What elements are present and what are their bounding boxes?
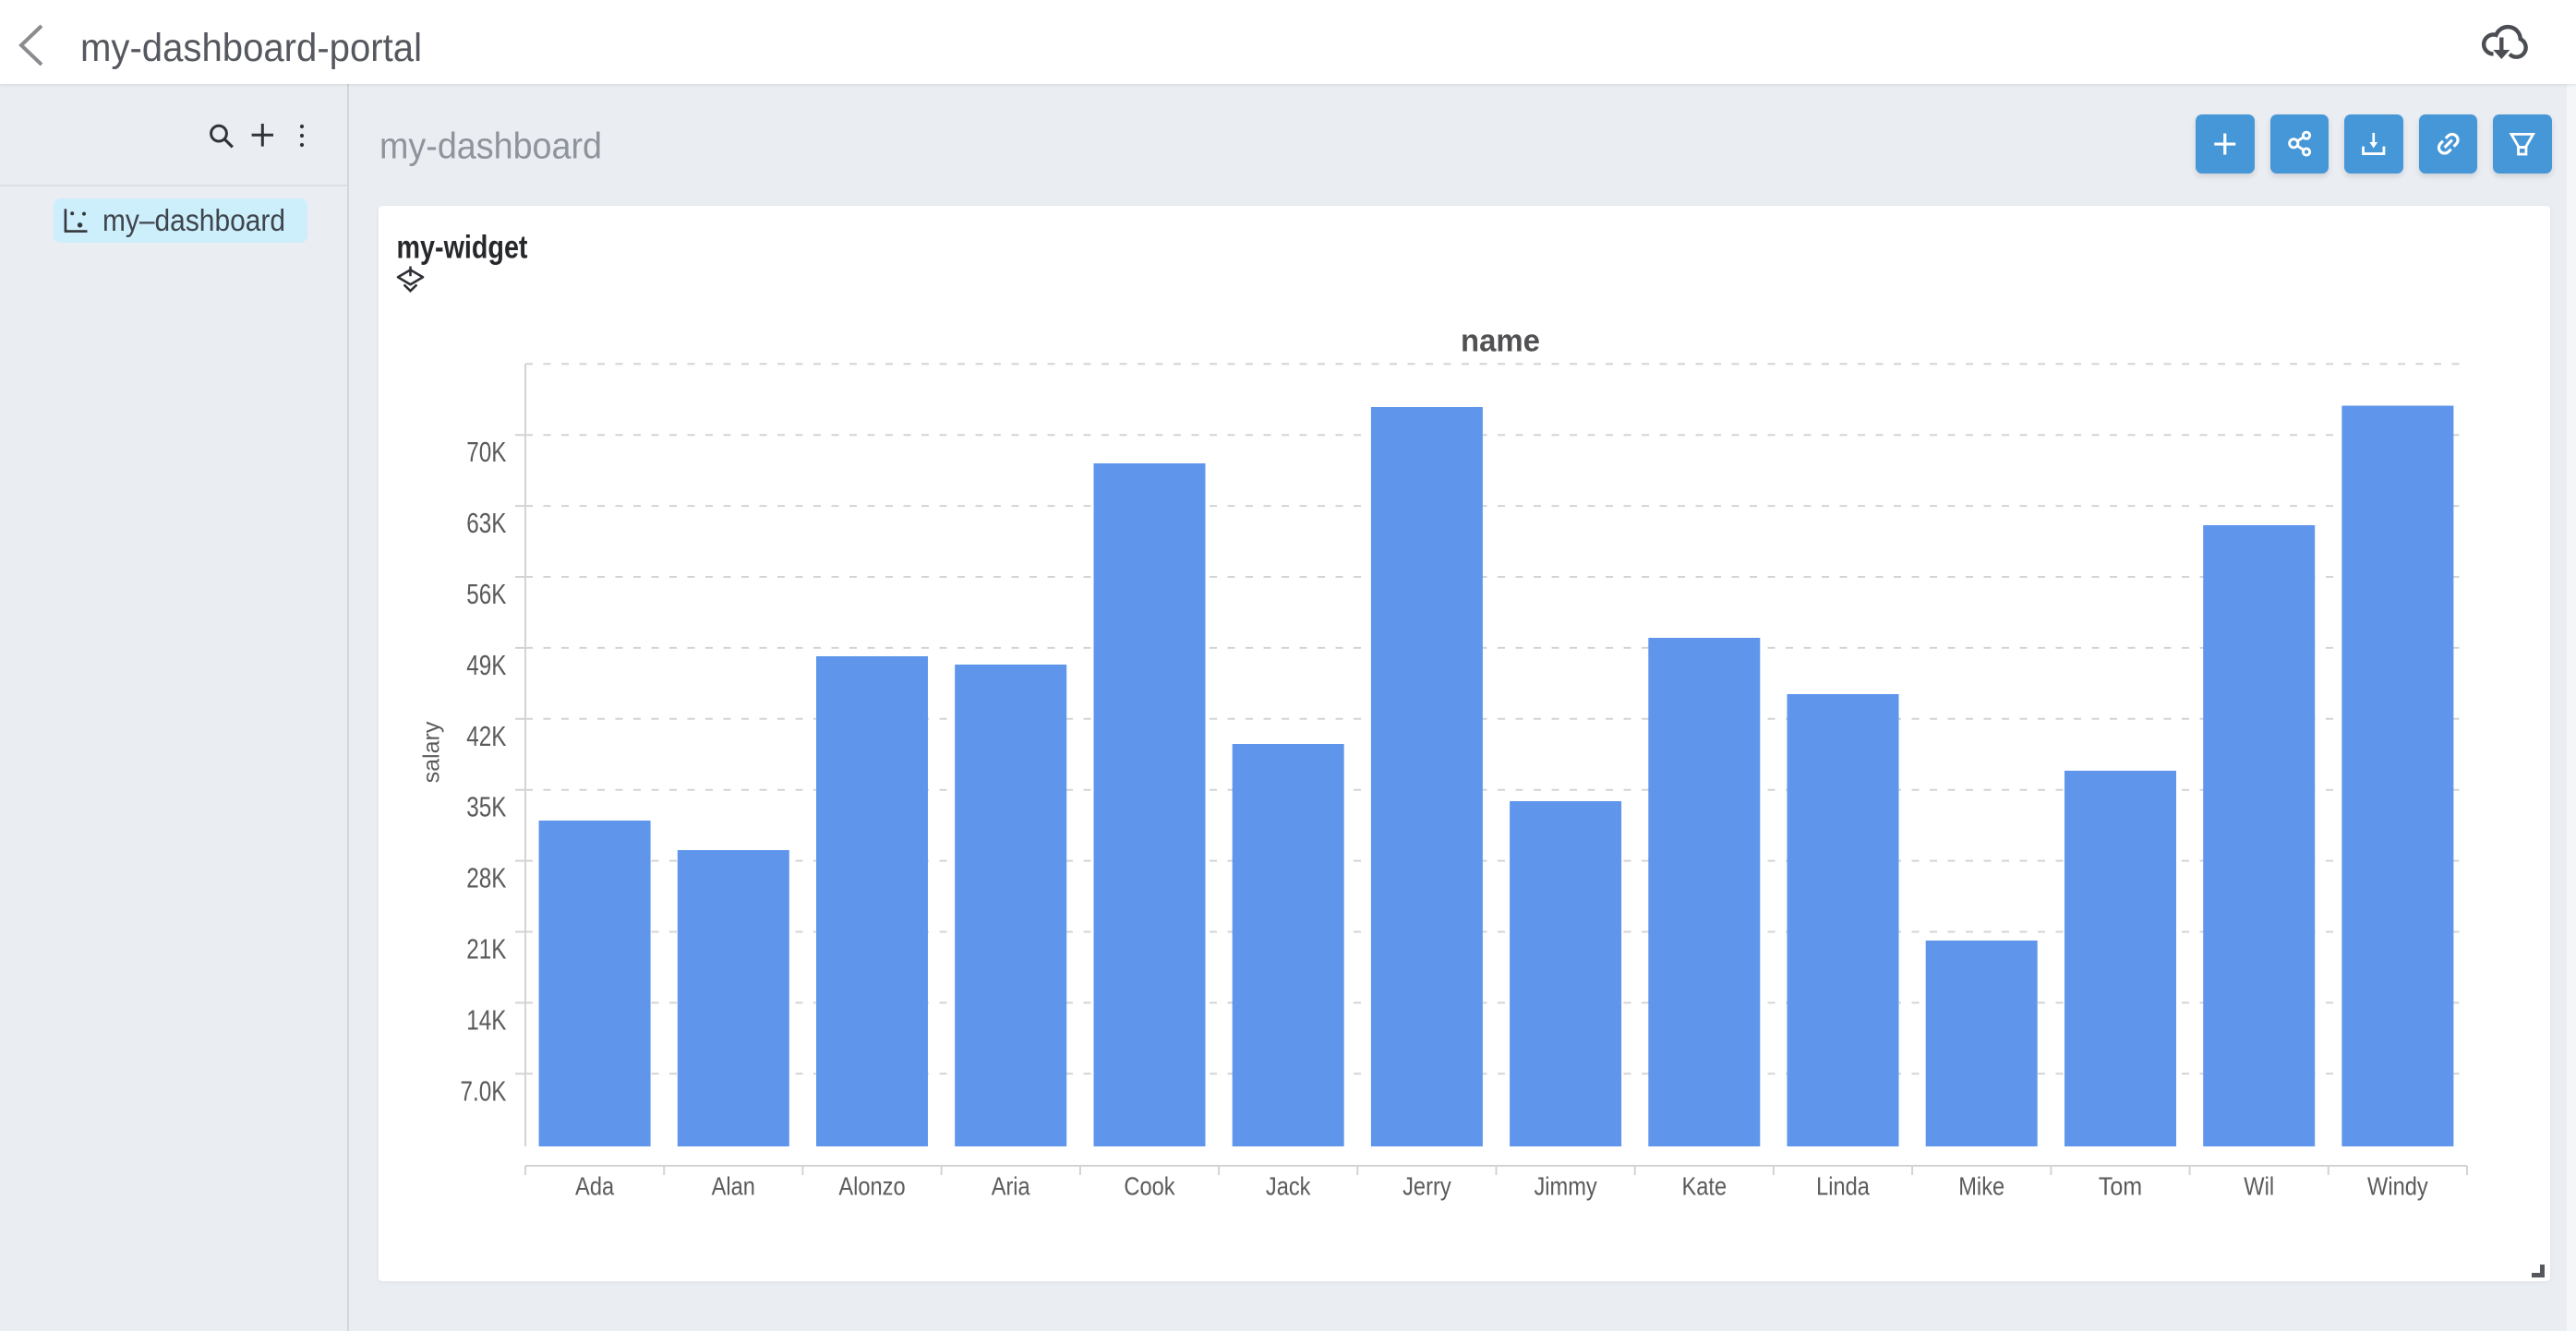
svg-text:Aria: Aria xyxy=(992,1172,1031,1201)
svg-text:28K: 28K xyxy=(466,862,506,894)
svg-text:21K: 21K xyxy=(466,933,506,965)
svg-text:my-dashboard: my-dashboard xyxy=(379,126,602,167)
svg-text:49K: 49K xyxy=(466,649,506,681)
svg-text:Tom: Tom xyxy=(2099,1172,2142,1201)
svg-text:Mike: Mike xyxy=(1958,1172,2004,1201)
svg-text:Windy: Windy xyxy=(2367,1172,2428,1201)
svg-text:Jerry: Jerry xyxy=(1402,1172,1451,1201)
svg-text:name: name xyxy=(1461,324,1540,359)
svg-text:my-widget: my-widget xyxy=(397,230,528,266)
svg-text:7.0K: 7.0K xyxy=(461,1074,507,1107)
svg-text:Jimmy: Jimmy xyxy=(1534,1172,1597,1201)
svg-text:my-dashboard-portal: my-dashboard-portal xyxy=(80,26,422,70)
svg-text:Cook: Cook xyxy=(1124,1172,1174,1201)
svg-text:14K: 14K xyxy=(466,1003,506,1036)
svg-text:Wil: Wil xyxy=(2244,1172,2274,1201)
svg-text:70K: 70K xyxy=(466,436,506,468)
svg-text:salary: salary xyxy=(419,721,445,783)
svg-text:Ada: Ada xyxy=(575,1172,615,1201)
svg-text:63K: 63K xyxy=(466,507,506,539)
svg-text:Alan: Alan xyxy=(712,1172,755,1201)
svg-text:35K: 35K xyxy=(466,791,506,823)
svg-text:Kate: Kate xyxy=(1682,1172,1727,1201)
svg-text:42K: 42K xyxy=(466,720,506,752)
svg-text:Alonzo: Alonzo xyxy=(838,1172,905,1201)
svg-text:Jack: Jack xyxy=(1266,1172,1311,1201)
svg-text:Linda: Linda xyxy=(1816,1172,1870,1201)
svg-text:my–dashboard: my–dashboard xyxy=(102,203,285,237)
svg-text:56K: 56K xyxy=(466,578,506,610)
